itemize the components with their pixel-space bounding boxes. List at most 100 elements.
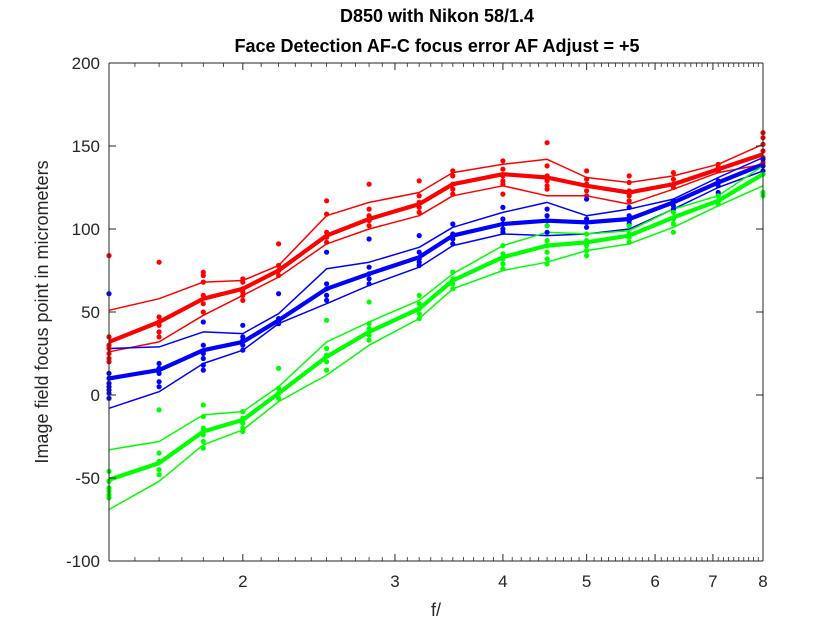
data-point-0-74 [670, 184, 677, 191]
data-point-2-45 [500, 243, 506, 249]
data-point-0-16 [200, 292, 206, 298]
data-point-2-54 [544, 256, 550, 262]
data-point-0-38 [366, 223, 372, 229]
data-point-2-7 [156, 450, 162, 456]
data-point-2-38 [416, 306, 422, 312]
data-point-1-31 [324, 292, 330, 298]
data-point-2-64 [626, 239, 632, 245]
data-point-0-26 [276, 262, 282, 269]
data-point-0-27 [276, 267, 282, 274]
data-point-2-10 [156, 472, 162, 478]
data-point-2-27 [324, 345, 330, 352]
data-point-2-63 [626, 234, 632, 240]
y-tick-label: 50 [81, 303, 100, 322]
data-point-1-57 [584, 196, 590, 202]
data-point-0-57 [544, 173, 550, 179]
data-point-1-49 [500, 221, 506, 227]
data-point-2-19 [240, 420, 246, 426]
x-axis: 2 3 4 5 6 7 8 [109, 62, 768, 591]
data-point-1-10 [156, 370, 162, 376]
data-point-2-36 [416, 292, 422, 298]
data-point-1-16 [200, 355, 206, 362]
data-point-0-64 [584, 188, 590, 194]
data-point-0-51 [500, 173, 506, 179]
data-point-1-35 [366, 271, 372, 277]
data-point-0-24 [240, 297, 246, 303]
data-point-1-14 [200, 342, 206, 348]
x-tick-label: 5 [582, 572, 591, 591]
data-point-2-32 [366, 321, 372, 327]
data-point-2-28 [324, 352, 330, 358]
data-point-2-31 [366, 299, 372, 305]
data-point-2-71 [715, 201, 721, 207]
data-point-0-7 [156, 259, 162, 265]
data-point-0-40 [416, 193, 422, 199]
chart-subtitle: Face Detection AF-C focus error AF Adjus… [234, 36, 639, 56]
x-tick-label: 3 [390, 572, 399, 591]
data-point-1-65 [670, 198, 677, 204]
data-point-0-67 [626, 179, 632, 186]
data-point-2-48 [500, 261, 506, 267]
data-point-0-47 [450, 186, 456, 192]
data-point-2-9 [156, 467, 162, 473]
data-point-1-34 [366, 264, 372, 270]
data-point-1-24 [276, 291, 282, 297]
data-point-1-27 [276, 321, 282, 327]
data-point-2-14 [200, 432, 206, 438]
data-point-1-68 [715, 178, 721, 184]
data-point-1-51 [500, 229, 506, 235]
data-point-2-11 [200, 402, 206, 408]
data-point-0-49 [500, 158, 506, 164]
x-tick-label: 7 [708, 572, 717, 591]
data-point-2-34 [366, 332, 372, 338]
data-point-0-63 [584, 181, 590, 187]
data-point-1-8 [156, 360, 162, 367]
data-point-2-69 [715, 193, 721, 199]
data-point-0-35 [366, 206, 372, 212]
data-point-2-51 [544, 238, 550, 244]
data-point-2-42 [450, 276, 456, 282]
data-point-2-60 [584, 253, 590, 259]
data-point-1-39 [416, 249, 422, 255]
data-point-0-56 [544, 163, 550, 169]
data-point-2-39 [416, 311, 422, 317]
data-point-0-53 [500, 181, 506, 187]
data-point-0-50 [500, 166, 506, 172]
data-point-1-36 [366, 276, 372, 282]
data-point-0-18 [200, 309, 206, 315]
y-axis-label: Image field focus point in micrometers [32, 160, 52, 463]
data-point-1-42 [416, 262, 422, 269]
data-point-1-33 [366, 236, 372, 242]
data-point-2-55 [544, 261, 550, 267]
data-point-2-47 [500, 256, 506, 262]
data-point-1-46 [450, 241, 456, 247]
series-line-8-lower [108, 185, 764, 511]
data-point-0-44 [450, 168, 456, 174]
data-point-2-68 [670, 229, 677, 235]
y-axis: -100 -50 0 50 100 150 200 [66, 54, 764, 571]
data-point-1-30 [324, 286, 330, 292]
data-point-2-66 [670, 216, 677, 222]
data-point-0-70 [626, 198, 632, 204]
data-point-1-69 [715, 183, 721, 189]
y-tick-label: -100 [66, 552, 100, 571]
data-point-0-29 [324, 198, 330, 204]
data-point-0-43 [416, 209, 422, 215]
data-point-1-45 [450, 236, 456, 242]
data-point-1-11 [156, 379, 162, 385]
data-point-1-28 [324, 249, 330, 255]
series-line-6-mean [108, 172, 765, 482]
data-point-0-66 [626, 173, 632, 179]
data-point-2-57 [584, 238, 590, 244]
data-point-2-43 [450, 281, 456, 287]
data-point-2-61 [626, 223, 632, 229]
data-point-0-71 [670, 170, 677, 176]
data-point-0-20 [240, 279, 246, 285]
data-point-0-55 [544, 140, 550, 146]
data-point-0-60 [544, 186, 550, 192]
series-line-7-upper [108, 165, 764, 451]
data-point-1-43 [450, 221, 456, 227]
data-point-1-44 [450, 231, 456, 237]
series-line-4-upper [108, 156, 764, 350]
data-point-0-23 [240, 292, 246, 298]
